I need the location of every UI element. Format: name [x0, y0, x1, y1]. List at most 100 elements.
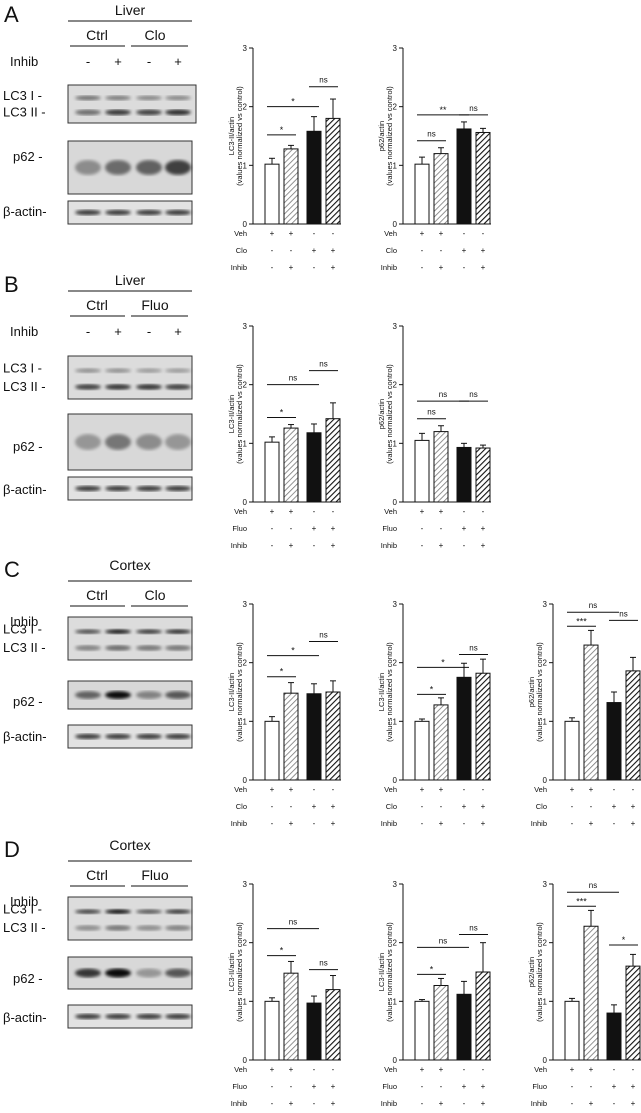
- treatment-sign: +: [589, 1099, 594, 1108]
- panel-letter: D: [4, 837, 20, 862]
- bar: [283, 692, 299, 781]
- significance-label: *: [622, 935, 626, 945]
- band-p62: [165, 691, 191, 699]
- significance-label: ns: [319, 76, 327, 85]
- treatment-sign: -: [332, 1065, 335, 1074]
- band-p62: [165, 968, 191, 978]
- treatment-sign: +: [612, 802, 617, 811]
- treatment-sign: +: [439, 507, 444, 516]
- treatment-sign: +: [462, 1082, 467, 1091]
- blot-label-lc3-ii: LC3 II -: [3, 379, 46, 394]
- band-actin: [165, 733, 191, 740]
- band-lc3-ii: [136, 645, 162, 651]
- band-lc3-i: [136, 909, 162, 914]
- bar: [625, 670, 641, 781]
- group-label-ctrl: Ctrl: [86, 587, 108, 603]
- treatment-sign: -: [440, 802, 443, 811]
- significance-label: *: [291, 646, 295, 656]
- bar: [433, 431, 449, 503]
- significance-label: *: [280, 946, 284, 956]
- y-axis-label-sub: (values normalized vs control): [385, 642, 394, 742]
- significance-label: ***: [576, 896, 587, 906]
- treatment-sign: +: [631, 819, 636, 828]
- treatment-sign: -: [632, 785, 635, 794]
- treatment-sign: -: [440, 524, 443, 533]
- treatment-label: Clo: [236, 802, 247, 811]
- blot-lc3: [67, 84, 197, 124]
- treatment-sign: +: [331, 541, 336, 550]
- treatment-sign: +: [312, 1082, 317, 1091]
- treatment-sign: -: [290, 1082, 293, 1091]
- y-tick-label: 0: [243, 1056, 248, 1065]
- band-lc3-ii: [105, 384, 131, 390]
- treatment-sign: -: [290, 524, 293, 533]
- treatment-label: Clo: [386, 246, 397, 255]
- treatment-sign: -: [632, 1065, 635, 1074]
- group-label-ctrl: Ctrl: [86, 27, 108, 43]
- treatment-sign: -: [463, 1099, 466, 1108]
- y-tick-label: 1: [243, 717, 248, 726]
- treatment-sign: +: [270, 507, 275, 516]
- treatment-label: Fluo: [532, 1082, 547, 1091]
- bar: [456, 446, 472, 503]
- inhib-sign: -: [147, 54, 151, 69]
- treatment-sign: -: [571, 1082, 574, 1091]
- treatment-label: Veh: [234, 229, 247, 238]
- significance-label: ns: [319, 631, 327, 640]
- bar: [606, 702, 622, 781]
- treatment-sign: -: [313, 541, 316, 550]
- treatment-sign: -: [482, 785, 485, 794]
- treatment-sign: -: [482, 1065, 485, 1074]
- treatment-sign: -: [421, 246, 424, 255]
- treatment-sign: +: [420, 229, 425, 238]
- treatment-sign: -: [313, 819, 316, 828]
- y-tick-label: 2: [393, 381, 398, 390]
- inhib-sign: +: [114, 54, 122, 69]
- inhib-sign: -: [86, 54, 90, 69]
- treatment-label: Inhib: [231, 819, 247, 828]
- bar: [414, 439, 430, 503]
- treatment-sign: +: [439, 785, 444, 794]
- treatment-sign: -: [421, 263, 424, 272]
- band-p62: [105, 434, 131, 450]
- band-actin: [136, 485, 162, 492]
- y-axis-label-sub: (values normalized vs control): [235, 86, 244, 186]
- band-lc3-ii: [105, 109, 131, 116]
- y-tick-label: 0: [543, 776, 548, 785]
- treatment-label: Veh: [534, 785, 547, 794]
- band-lc3-ii: [75, 384, 101, 390]
- treatment-sign: +: [331, 524, 336, 533]
- treatment-sign: -: [571, 1099, 574, 1108]
- band-lc3-ii: [165, 384, 191, 390]
- treatment-sign: +: [420, 507, 425, 516]
- bar: [583, 644, 599, 781]
- y-axis-label-sub: (values normalized vs control): [535, 922, 544, 1022]
- treatment-sign: +: [289, 507, 294, 516]
- treatment-label: Inhib: [231, 1099, 247, 1108]
- bar-chart-D-7: 0 1 2 3 LC3-II/actin (values normalized vs co…: [227, 880, 341, 1108]
- treatment-label: Veh: [384, 229, 397, 238]
- band-p62: [165, 434, 191, 450]
- bar: [564, 720, 580, 781]
- y-tick-label: 2: [393, 939, 398, 948]
- panel-letter: C: [4, 557, 20, 582]
- blot-label-lc3-i: LC3 I -: [3, 622, 42, 637]
- band-lc3-i: [75, 368, 101, 373]
- band-lc3-i: [105, 909, 131, 914]
- treatment-label: Clo: [236, 246, 247, 255]
- y-tick-label: 2: [393, 659, 398, 668]
- treatment-sign: +: [270, 1065, 275, 1074]
- band-actin: [75, 1013, 101, 1020]
- treatment-sign: +: [270, 785, 275, 794]
- y-tick-label: 1: [393, 997, 398, 1006]
- treatment-sign: +: [439, 1099, 444, 1108]
- treatment-label: Inhib: [381, 1099, 397, 1108]
- treatment-sign: +: [481, 1099, 486, 1108]
- treatment-sign: +: [589, 785, 594, 794]
- group-label-treat: Clo: [144, 587, 165, 603]
- treatment-label: Veh: [234, 507, 247, 516]
- treatment-sign: -: [313, 507, 316, 516]
- y-tick-label: 3: [393, 44, 398, 53]
- inhib-sign: +: [174, 54, 182, 69]
- treatment-sign: -: [613, 819, 616, 828]
